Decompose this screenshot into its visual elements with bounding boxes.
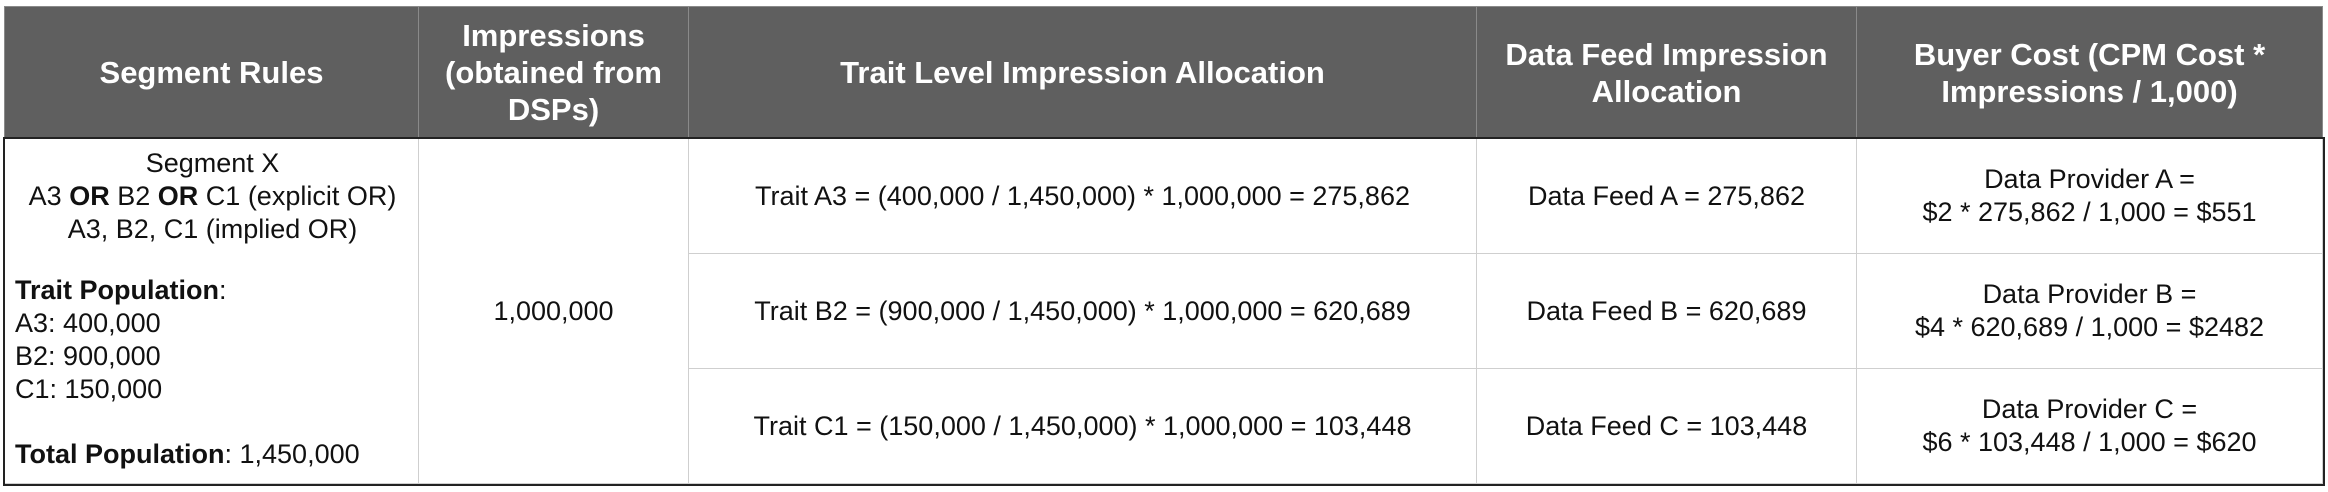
buyer-cost-formula: $2 * 275,862 / 1,000 = $551 — [1922, 197, 2257, 227]
segment-allocation-table-container: Segment Rules Impressions (obtained from… — [2, 6, 2325, 486]
population-item: C1: 150,000 — [15, 374, 163, 404]
feed-allocation-cell: Data Feed A = 275,862 — [1476, 138, 1857, 254]
population-trait: C1 — [15, 374, 50, 404]
header-segment-rules: Segment Rules — [4, 6, 419, 139]
population-item: A3: 400,000 — [15, 308, 161, 338]
buyer-cost-provider: Data Provider A = — [1984, 164, 2195, 194]
rule-operator-2: OR — [157, 181, 199, 211]
buyer-cost-cell: Data Provider A = $2 * 275,862 / 1,000 =… — [1856, 138, 2323, 254]
spacer — [15, 406, 410, 438]
segment-rules-cell: Segment X A3 OR B2 OR C1 (explicit OR) A… — [4, 138, 419, 484]
impressions-cell: 1,000,000 — [418, 138, 689, 484]
buyer-cost-formula: $4 * 620,689 / 1,000 = $2482 — [1914, 312, 2265, 342]
buyer-cost-provider: Data Provider B = — [1982, 279, 2197, 309]
trait-population-label: Trait Population — [15, 275, 220, 305]
trait-allocation-cell: Trait C1 = (150,000 / 1,450,000) * 1,000… — [688, 368, 1477, 484]
buyer-cost-formula: $6 * 103,448 / 1,000 = $620 — [1922, 427, 2257, 457]
total-population: Total Population: 1,450,000 — [15, 439, 360, 469]
buyer-cost-cell: Data Provider C = $6 * 103,448 / 1,000 =… — [1856, 368, 2323, 484]
segment-allocation-table: Segment Rules Impressions (obtained from… — [2, 6, 2325, 486]
segment-definition: Segment X A3 OR B2 OR C1 (explicit OR) A… — [15, 147, 410, 246]
header-feed-allocation: Data Feed Impression Allocation — [1476, 6, 1857, 139]
feed-allocation-cell: Data Feed B = 620,689 — [1476, 253, 1857, 369]
header-row: Segment Rules Impressions (obtained from… — [4, 6, 2323, 139]
population-value: 400,000 — [63, 308, 161, 338]
trait-population-heading: Trait Population: — [15, 275, 227, 305]
header-impressions: Impressions (obtained from DSPs) — [418, 6, 689, 139]
total-population-value: 1,450,000 — [239, 439, 360, 469]
segment-name: Segment X — [145, 148, 280, 178]
buyer-cost-provider: Data Provider C = — [1981, 394, 2198, 424]
population-value: 150,000 — [64, 374, 163, 404]
total-population-label: Total Population — [15, 439, 225, 469]
table-row: Segment X A3 OR B2 OR C1 (explicit OR) A… — [4, 138, 2323, 484]
rule-operator-1: OR — [69, 181, 110, 211]
buyer-cost-cell: Data Provider B = $4 * 620,689 / 1,000 =… — [1856, 253, 2323, 369]
header-trait-allocation: Trait Level Impression Allocation — [688, 6, 1477, 139]
population-trait: B2 — [15, 341, 49, 371]
rule-trait-c: C1 — [205, 181, 241, 211]
table-row: Trait C1 = (150,000 / 1,450,000) * 1,000… — [5, 368, 2323, 484]
rule-note: (explicit OR) — [247, 181, 397, 211]
rule-trait-a: A3 — [28, 181, 62, 211]
explicit-rule: A3 OR B2 OR C1 (explicit OR) — [15, 180, 410, 213]
trait-population-block: Trait Population: A3: 400,000 B2: 900,00… — [15, 274, 410, 471]
trait-allocation-cell: Trait B2 = (900,000 / 1,450,000) * 1,000… — [688, 253, 1477, 369]
table-row: Trait B2 = (900,000 / 1,450,000) * 1,000… — [5, 253, 2323, 369]
population-trait: A3 — [15, 308, 49, 338]
population-item: B2: 900,000 — [15, 341, 161, 371]
feed-allocation-cell: Data Feed C = 103,448 — [1476, 368, 1857, 484]
header-buyer-cost: Buyer Cost (CPM Cost * Impressions / 1,0… — [1856, 6, 2323, 139]
population-value: 900,000 — [63, 341, 161, 371]
rule-trait-b: B2 — [117, 181, 151, 211]
trait-allocation-cell: Trait A3 = (400,000 / 1,450,000) * 1,000… — [688, 138, 1477, 254]
table-body: Segment X A3 OR B2 OR C1 (explicit OR) A… — [2, 136, 2325, 486]
table-header: Segment Rules Impressions (obtained from… — [4, 6, 2323, 139]
implied-rule: A3, B2, C1 (implied OR) — [67, 214, 358, 244]
